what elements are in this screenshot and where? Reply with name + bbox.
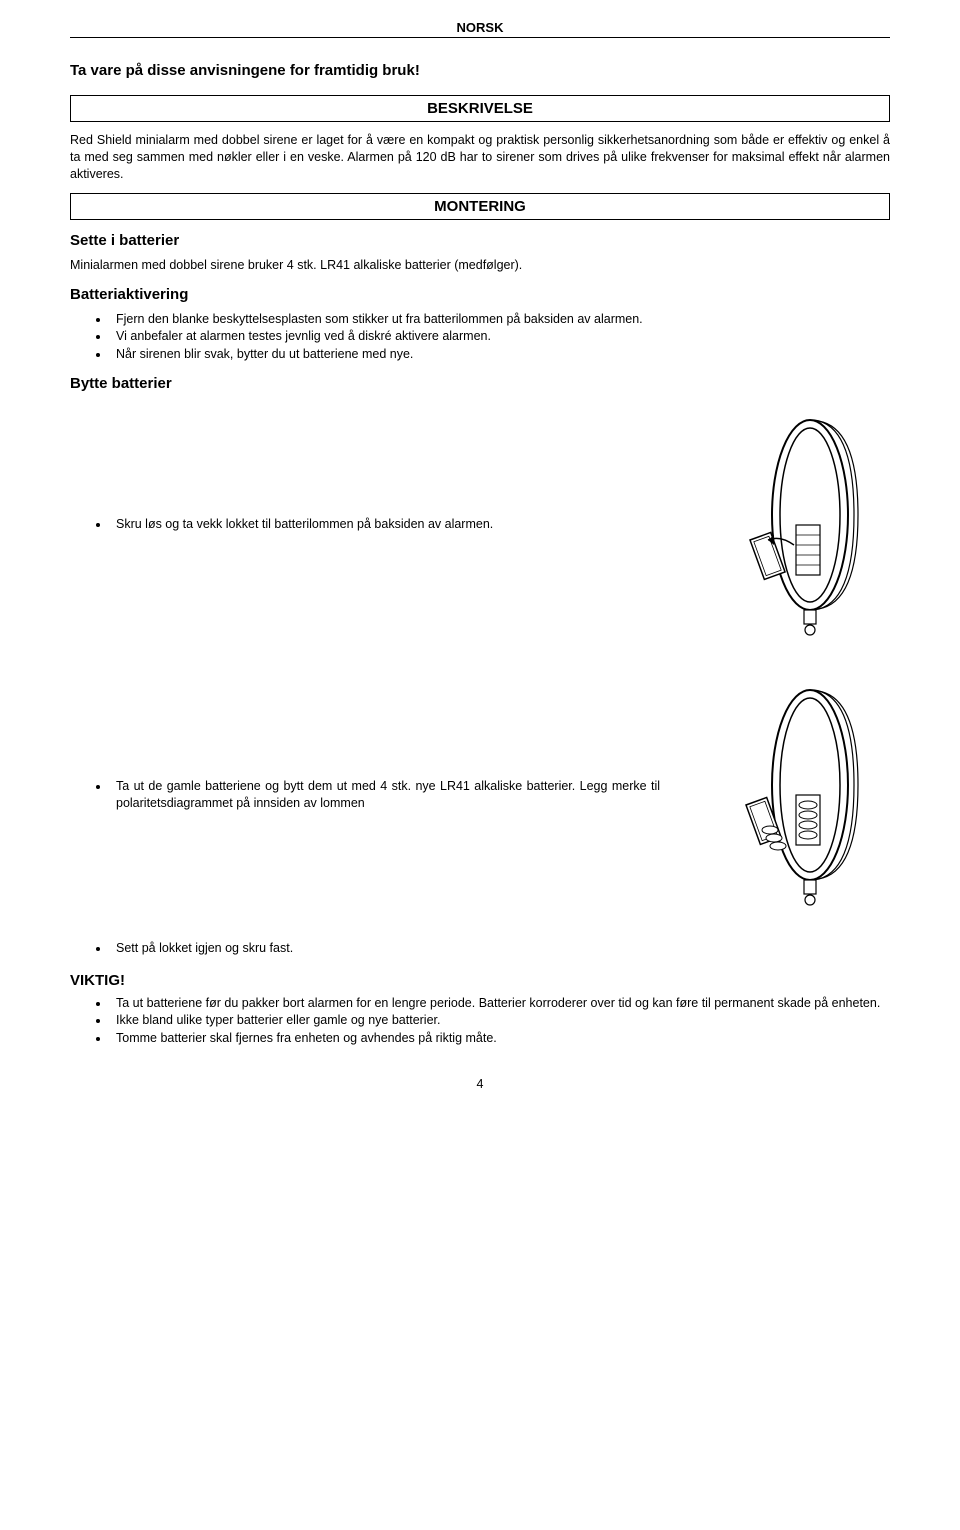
alarm-illustration-1 bbox=[720, 405, 860, 655]
step2-list: Ta ut de gamle batteriene og bytt dem ut… bbox=[70, 778, 660, 813]
language-header: NORSK bbox=[70, 20, 890, 38]
alarm-illustration-2 bbox=[720, 675, 860, 925]
page-title: Ta vare på disse anvisningene for framti… bbox=[70, 62, 890, 79]
list-item: Ta ut de gamle batteriene og bytt dem ut… bbox=[110, 778, 660, 813]
section-heading-montering: MONTERING bbox=[70, 193, 890, 220]
batteriaktivering-list: Fjern den blanke beskyttelsesplasten som… bbox=[70, 311, 890, 364]
beskrivelse-body: Red Shield minialarm med dobbel sirene e… bbox=[70, 132, 890, 183]
illustration-step2 bbox=[690, 675, 890, 925]
page-number: 4 bbox=[70, 1077, 890, 1091]
viktig-label: VIKTIG! bbox=[70, 972, 890, 989]
list-item: Sett på lokket igjen og skru fast. bbox=[110, 940, 890, 958]
list-item: Skru løs og ta vekk lokket til batterilo… bbox=[110, 516, 660, 534]
list-item: Ta ut batteriene før du pakker bort alar… bbox=[110, 995, 890, 1013]
subheading-sette-batterier: Sette i batterier bbox=[70, 232, 890, 249]
step3-list: Sett på lokket igjen og skru fast. bbox=[70, 940, 890, 958]
step1-list: Skru løs og ta vekk lokket til batterilo… bbox=[70, 516, 660, 534]
subheading-batteriaktivering: Batteriaktivering bbox=[70, 286, 890, 303]
section-heading-beskrivelse: BESKRIVELSE bbox=[70, 95, 890, 122]
list-item: Når sirenen blir svak, bytter du ut batt… bbox=[110, 346, 890, 364]
subheading-bytte-batterier: Bytte batterier bbox=[70, 375, 890, 392]
viktig-list: Ta ut batteriene før du pakker bort alar… bbox=[70, 995, 890, 1048]
step-row-1: Skru løs og ta vekk lokket til batterilo… bbox=[70, 400, 890, 660]
sette-batterier-body: Minialarmen med dobbel sirene bruker 4 s… bbox=[70, 257, 890, 274]
list-item: Tomme batterier skal fjernes fra enheten… bbox=[110, 1030, 890, 1048]
step-row-2: Ta ut de gamle batteriene og bytt dem ut… bbox=[70, 670, 890, 930]
illustration-step1 bbox=[690, 405, 890, 655]
list-item: Vi anbefaler at alarmen testes jevnlig v… bbox=[110, 328, 890, 346]
list-item: Fjern den blanke beskyttelsesplasten som… bbox=[110, 311, 890, 329]
list-item: Ikke bland ulike typer batterier eller g… bbox=[110, 1012, 890, 1030]
